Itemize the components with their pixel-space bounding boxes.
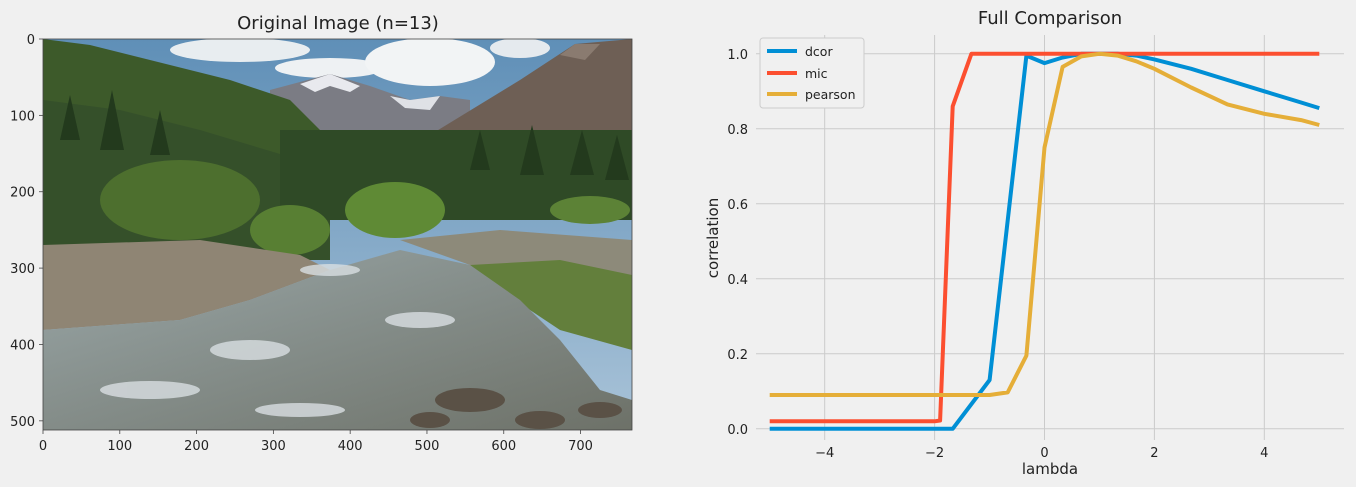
y-tick-label: 500: [10, 415, 35, 430]
x-tick-label: 600: [491, 439, 516, 454]
x-tick-label: 4: [1260, 446, 1268, 461]
y-tick-label: 0.8: [727, 123, 748, 138]
x-tick-label: 2: [1150, 446, 1158, 461]
legend-label-dcor: dcor: [805, 44, 833, 59]
y-tick-label: 1.0: [727, 48, 748, 63]
legend-label-pearson: pearson: [805, 87, 856, 102]
legend-label-mic: mic: [805, 66, 828, 81]
y-tick-label: 0.6: [727, 198, 748, 213]
x-tick-label: 200: [184, 439, 209, 454]
y-tick-label: 200: [10, 186, 35, 201]
image-title: Original Image (n=13): [237, 13, 439, 34]
x-tick-label: 700: [568, 439, 593, 454]
x-tick-label: 100: [107, 439, 132, 454]
comparison-panel: Full Comparison −4 −2 0 2 4 0.0 0.2 0.4 0.6 0.8 1.…: [704, 8, 1344, 478]
y-tick-label: 400: [10, 338, 35, 353]
x-tick-label: −2: [925, 446, 944, 461]
image-panel: Original Image (n=13): [10, 13, 633, 454]
y-tick-label: 0.2: [727, 348, 748, 363]
x-tick-label: −4: [815, 446, 834, 461]
x-tick-label: 300: [261, 439, 286, 454]
x-tick-label: 400: [338, 439, 363, 454]
y-tick-label: 0.0: [727, 423, 748, 438]
x-tick-label: 500: [415, 439, 440, 454]
legend-box: [759, 37, 865, 109]
y-tick-label: 0.4: [727, 273, 748, 288]
x-axis-label: lambda: [1022, 460, 1078, 478]
landscape-image: [43, 39, 632, 430]
comparison-axis-ticks: −4 −2 0 2 4 0.0 0.2 0.4 0.6 0.8 1.0: [727, 48, 1268, 461]
series-line-pearson: [769, 51, 1320, 397]
comparison-title: Full Comparison: [978, 8, 1122, 29]
x-tick-label: 0: [39, 439, 47, 454]
x-tick-label: 0: [1040, 446, 1048, 461]
y-tick-label: 100: [10, 109, 35, 124]
image-axis-ticks: 0 100 200 300 400 500 600 700 0 100 200 300 400 500: [10, 33, 593, 454]
y-tick-label: 0: [27, 33, 35, 48]
y-tick-label: 300: [10, 262, 35, 277]
legend: dcor mic pearson: [759, 37, 865, 109]
series-line-mic: [769, 51, 1320, 424]
series-lines: [769, 51, 1320, 431]
y-axis-label: correlation: [704, 198, 722, 279]
